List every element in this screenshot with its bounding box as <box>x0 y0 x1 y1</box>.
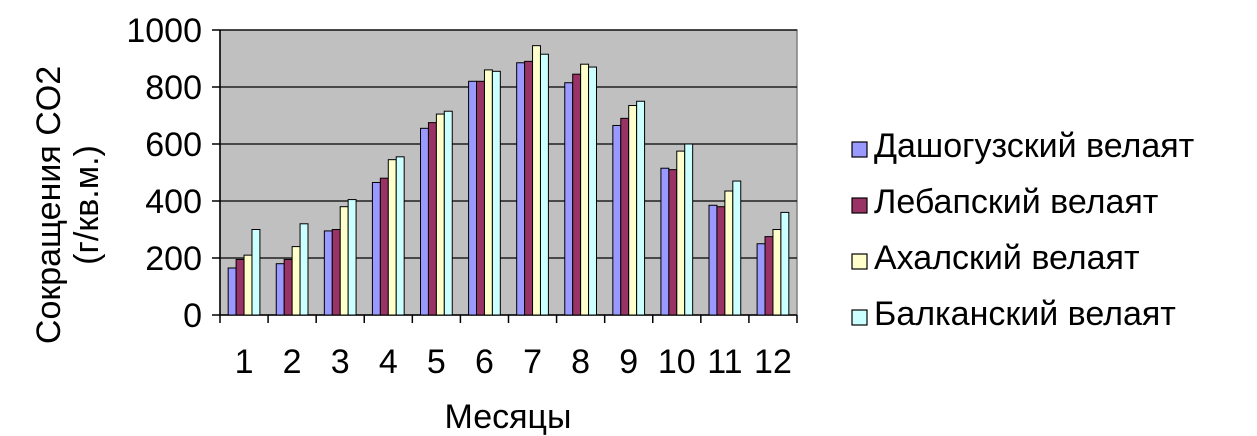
bar <box>275 263 285 316</box>
bar <box>387 159 397 316</box>
x-tick-label: 2 <box>283 343 302 381</box>
bar <box>371 181 381 316</box>
bar <box>732 180 742 316</box>
bar <box>708 204 718 316</box>
x-tick-label: 3 <box>331 343 350 381</box>
bar <box>724 190 734 316</box>
legend: Дашогузский велаят Лебапский велаят Ахалск… <box>851 127 1194 333</box>
x-axis-title: Месяцы <box>445 398 572 436</box>
x-tick-label: 9 <box>619 343 638 381</box>
y-tick-label: 400 <box>145 183 202 221</box>
bar <box>524 60 534 316</box>
plot-background <box>219 29 798 316</box>
bar <box>339 206 349 316</box>
legend-label: Ахалский велаят <box>874 239 1140 277</box>
y-tick-label: 0 <box>183 297 202 335</box>
bar <box>668 169 678 316</box>
bar <box>395 156 405 316</box>
bar <box>443 110 453 316</box>
bar <box>491 70 501 316</box>
bar <box>420 127 429 316</box>
legend-swatch <box>851 309 868 326</box>
y-axis-ticks: 0 200 400 600 800 1000 <box>126 12 220 335</box>
y-tick-label: 600 <box>145 126 202 164</box>
x-tick-label: 5 <box>427 343 446 381</box>
bar <box>379 177 389 316</box>
y-tick-label: 200 <box>145 240 202 278</box>
legend-swatch <box>851 253 868 270</box>
x-tick-label: 6 <box>475 343 494 381</box>
bar <box>756 243 766 316</box>
bar <box>532 45 541 316</box>
bar <box>331 229 341 316</box>
legend-label: Лебапский велаят <box>874 183 1158 221</box>
bar <box>780 211 790 316</box>
x-tick-label: 8 <box>571 343 590 381</box>
y-axis-title: Сокращения CO2 (г/кв.м.) <box>30 66 106 344</box>
legend-item: Дашогузский велаят <box>851 127 1194 165</box>
bar <box>227 267 237 316</box>
bar <box>572 73 582 316</box>
bar <box>476 80 485 316</box>
bar <box>539 53 549 316</box>
bar <box>684 143 694 316</box>
y-axis-title-line-1: Сокращения CO2 <box>30 66 68 344</box>
bar <box>628 105 638 316</box>
bar <box>772 229 782 316</box>
bar <box>764 236 774 316</box>
bar <box>243 254 253 316</box>
bar <box>564 82 574 316</box>
bar <box>660 167 670 316</box>
legend-item: Ахалский велаят <box>851 239 1140 277</box>
x-axis-ticks: 1 2 3 4 5 6 7 8 9 10 11 12 <box>219 315 798 381</box>
legend-swatch <box>851 197 868 214</box>
x-tick-label: 10 <box>658 343 696 381</box>
bar <box>636 100 646 316</box>
bar <box>235 258 245 316</box>
bar <box>483 69 493 316</box>
y-axis-title-line-2: (г/кв.м.) <box>68 145 106 265</box>
bar <box>323 230 333 316</box>
bar <box>516 62 526 316</box>
bar <box>283 258 293 316</box>
bar <box>299 223 309 316</box>
bar <box>347 199 357 316</box>
bar <box>427 122 437 316</box>
bar <box>612 124 622 316</box>
y-tick-label: 1000 <box>126 12 202 50</box>
legend-swatch <box>851 141 868 158</box>
bar <box>620 117 630 316</box>
legend-label: Дашогузский велаят <box>874 127 1194 165</box>
legend-item: Лебапский велаят <box>851 183 1158 221</box>
bar <box>588 66 597 316</box>
bar <box>468 80 478 316</box>
bar <box>580 63 590 316</box>
x-tick-label: 7 <box>523 343 542 381</box>
legend-label: Балканский велаят <box>874 295 1176 333</box>
x-tick-label: 11 <box>707 343 742 381</box>
bar <box>251 229 261 316</box>
bar <box>676 150 686 316</box>
bar <box>291 246 301 316</box>
legend-item: Балканский велаят <box>851 295 1176 333</box>
x-tick-label: 4 <box>379 343 398 381</box>
plot-area <box>219 29 798 316</box>
y-tick-label: 800 <box>145 69 202 107</box>
x-tick-label: 1 <box>235 343 254 381</box>
x-tick-label: 12 <box>754 343 792 381</box>
bar <box>716 206 726 316</box>
bar <box>435 113 445 316</box>
